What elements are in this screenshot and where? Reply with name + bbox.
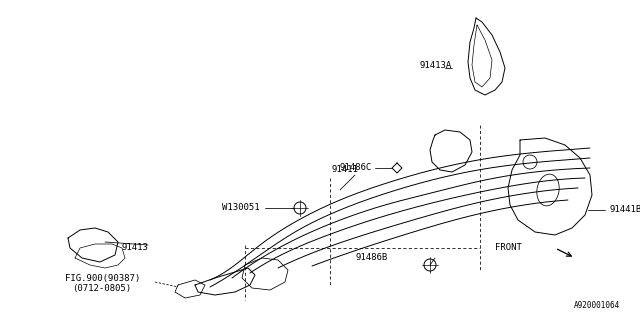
Text: 91441B: 91441B	[610, 205, 640, 214]
Text: FRONT: FRONT	[495, 244, 522, 252]
Text: 91413: 91413	[121, 244, 148, 252]
Text: W130051: W130051	[222, 204, 260, 212]
Text: 91413A: 91413A	[420, 60, 452, 69]
Text: 91486C: 91486C	[340, 164, 372, 172]
Text: A920001064: A920001064	[573, 301, 620, 310]
Text: 91411: 91411	[331, 165, 358, 174]
Text: 91486B: 91486B	[356, 253, 388, 262]
Text: FIG.900(90387): FIG.900(90387)	[65, 274, 140, 283]
Text: (0712-0805): (0712-0805)	[72, 284, 131, 292]
